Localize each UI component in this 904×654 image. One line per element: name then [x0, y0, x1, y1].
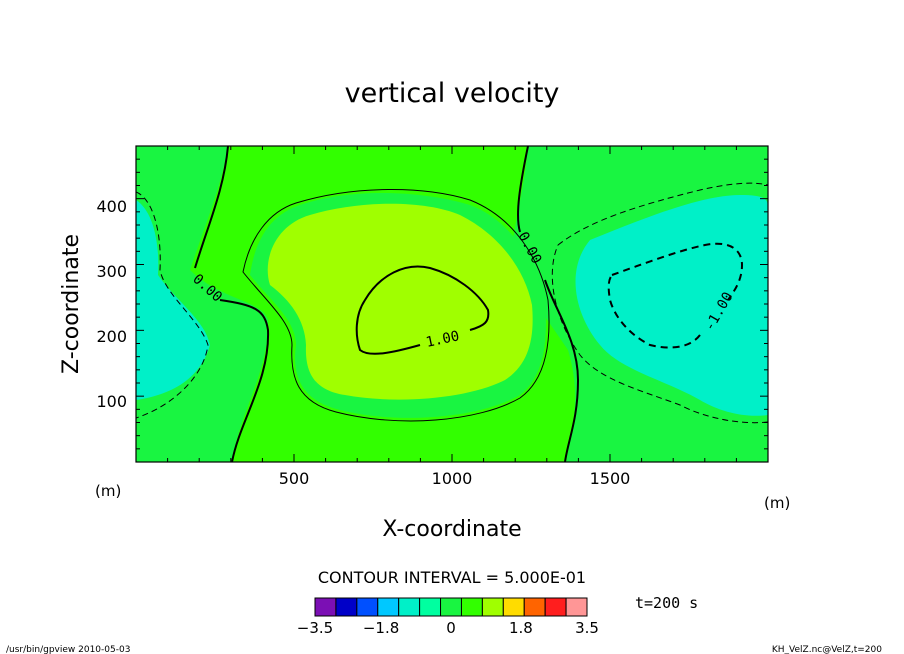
y-tick-label-200: 200	[96, 327, 127, 346]
time-label: t=200 s	[635, 594, 698, 612]
contour-label-one: 1.00	[425, 328, 461, 351]
contour-neg-half-left	[136, 191, 209, 419]
x-tick-label-1500: 1500	[590, 469, 631, 488]
colorbar-swatch	[314, 597, 337, 617]
colorbar-tick-label: −3.5	[297, 619, 333, 637]
colorbar-swatch	[335, 597, 358, 617]
y-tick-label-300: 300	[96, 262, 127, 281]
contour-half	[242, 189, 550, 422]
colorbar-swatch	[377, 597, 400, 617]
colorbar-swatch	[440, 597, 462, 617]
chart-title: vertical velocity	[345, 78, 560, 109]
colorbar-swatch	[544, 597, 567, 617]
contour-one	[355, 265, 490, 355]
z-unit-label: (m)	[95, 482, 121, 500]
contour-zero-left	[194, 146, 270, 462]
colorbar-swatch	[419, 597, 442, 617]
contour-neg-one	[607, 242, 744, 349]
colorbar-swatch	[523, 597, 546, 617]
x-tick-label-1000: 1000	[432, 469, 473, 488]
y-tick-label-100: 100	[96, 392, 127, 411]
colorbar-tick-label: 0	[446, 619, 456, 637]
fill-neg-cell-right	[575, 195, 768, 416]
colorbar-labels: −3.5 −1.8 0 1.8 3.5	[297, 619, 599, 637]
colorbar-swatch	[356, 597, 379, 617]
fill-pos-cell	[267, 203, 533, 400]
fill-neg-cell-left	[136, 200, 210, 400]
axis-ticks	[135, 145, 769, 463]
colorbar-tick-label: −1.8	[363, 619, 399, 637]
footer-right: KH_VelZ.nc@VelZ,t=200	[772, 645, 882, 654]
contour-fill	[136, 146, 768, 462]
colorbar-swatch	[398, 597, 421, 617]
colorbar-tick-label: 3.5	[575, 619, 599, 637]
contour-lines	[136, 146, 768, 462]
footer-left: /usr/bin/gpview 2010-05-03	[6, 645, 130, 654]
contour-zero-right	[517, 146, 580, 462]
colorbar-swatch	[481, 597, 504, 617]
x-tick-label-500: 500	[279, 469, 310, 488]
colorbar-swatch	[460, 597, 483, 617]
colorbar-swatch	[502, 597, 525, 617]
y-tick-label-400: 400	[96, 197, 127, 216]
x-axis-title: X-coordinate	[382, 517, 521, 542]
contour-neg-half-right	[551, 182, 768, 424]
y-axis-title: Z-coordinate	[59, 234, 84, 374]
colorbar-swatch	[565, 597, 588, 617]
x-unit-label: (m)	[764, 494, 790, 512]
colorbar	[314, 597, 588, 617]
colorbar-tick-label: 1.8	[509, 619, 533, 637]
contour-interval: CONTOUR INTERVAL = 5.000E-01	[318, 568, 586, 587]
